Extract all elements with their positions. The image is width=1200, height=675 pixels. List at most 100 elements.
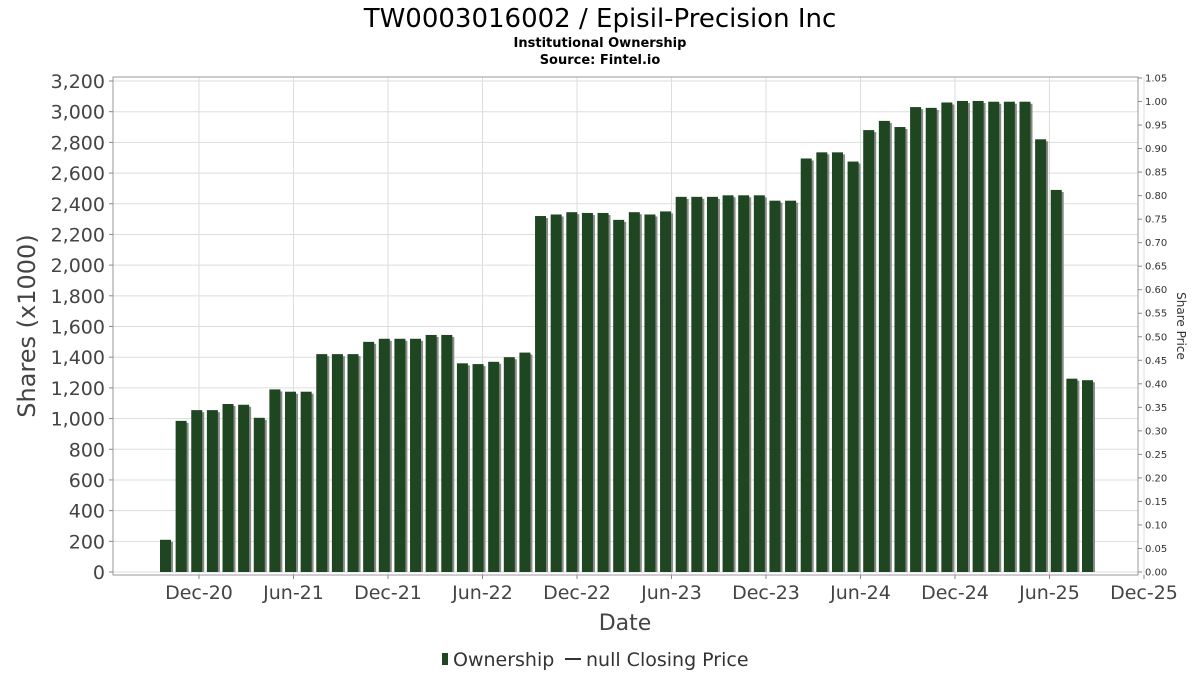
x-tick-label: Jun-24: [829, 582, 891, 604]
bar: [566, 212, 578, 572]
bar: [191, 410, 203, 572]
bars-group: [160, 100, 1095, 573]
bar: [675, 196, 687, 572]
y-axis-ticks: 0 200 400 600 800 1,000 1,200 1,400 1,600 1,800 2,…: [51, 71, 113, 584]
x-tick-label: Jun-25: [1018, 582, 1080, 604]
y2-tick-label: 0.65: [1145, 262, 1167, 273]
legend-ownership-label: Ownership: [453, 649, 554, 671]
bar: [816, 152, 828, 572]
bar: [769, 200, 781, 572]
bar: [472, 364, 484, 572]
bar: [800, 158, 812, 572]
y-tick-label: 2,400: [51, 194, 105, 216]
bar: [175, 420, 187, 572]
y-tick-label: 800: [69, 439, 105, 461]
bar: [238, 404, 250, 572]
y-tick-label: 2,600: [51, 163, 105, 185]
bar: [331, 354, 343, 572]
bar: [988, 101, 1000, 573]
x-tick-label: Jun-23: [640, 582, 702, 604]
bar: [613, 219, 625, 572]
bar: [706, 196, 718, 572]
bar: [285, 391, 297, 572]
y2-tick-label: 0.10: [1145, 520, 1167, 531]
y2-tick-label: 1.05: [1145, 74, 1167, 85]
y2-tick-label: 0.95: [1145, 121, 1167, 132]
bar: [831, 152, 843, 572]
bar: [378, 338, 390, 572]
bar: [441, 334, 453, 572]
bar: [1019, 101, 1031, 573]
bar: [644, 214, 656, 572]
bar: [456, 363, 468, 572]
bar: [753, 195, 765, 572]
legend-ownership-swatch: [442, 653, 448, 665]
bar: [878, 120, 890, 573]
bar: [519, 352, 531, 572]
y2-tick-label: 0.40: [1145, 379, 1167, 390]
y-tick-label: 1,400: [51, 347, 105, 369]
legend: Ownership null Closing Price: [442, 649, 749, 671]
bar: [503, 357, 515, 572]
bar: [972, 100, 984, 573]
bar: [410, 338, 422, 572]
y2-axis-label: Share Price: [1174, 292, 1188, 360]
bar: [488, 361, 500, 572]
bar: [925, 107, 937, 572]
y-tick-label: 2,000: [51, 255, 105, 277]
y-tick-label: 2,200: [51, 224, 105, 246]
bar: [425, 334, 437, 572]
y2-tick-label: 0.90: [1145, 144, 1167, 155]
y2-tick-label: 0.75: [1145, 215, 1167, 226]
x-tick-label: Dec-23: [732, 582, 800, 604]
y-tick-label: 600: [69, 470, 105, 492]
bar: [691, 196, 703, 572]
y2-tick-label: 0.55: [1145, 309, 1167, 320]
x-tick-label: Dec-20: [165, 582, 233, 604]
bar: [160, 539, 171, 572]
bar: [581, 212, 593, 573]
y-tick-label: 2,800: [51, 132, 105, 154]
x-tick-label: Dec-25: [1110, 582, 1178, 604]
chart-title: TW0003016002 / Episil-Precision Inc: [363, 4, 837, 34]
y2-tick-label: 0.50: [1145, 332, 1167, 343]
y2-tick-label: 0.60: [1145, 285, 1167, 296]
bar: [535, 216, 547, 572]
legend-price-label: null Closing Price: [586, 649, 749, 671]
y-tick-label: 400: [69, 501, 105, 523]
x-axis-ticks: Dec-20 Jun-21 Dec-21 Jun-22 Dec-22 Jun-23 Dec-…: [165, 575, 1178, 604]
y2-tick-label: 0.05: [1145, 544, 1167, 555]
y2-tick-label: 0.35: [1145, 403, 1167, 414]
bar: [1066, 378, 1078, 572]
y2-tick-label: 0.20: [1145, 473, 1167, 484]
x-tick-label: Dec-21: [354, 582, 422, 604]
bar: [910, 107, 922, 572]
y-tick-label: 1,800: [51, 286, 105, 308]
bar: [206, 410, 218, 572]
chart-source: Source: Fintel.io: [540, 53, 661, 68]
bar: [394, 338, 406, 572]
bar: [363, 341, 375, 572]
y2-tick-label: 0.45: [1145, 356, 1167, 367]
bar: [1035, 139, 1047, 572]
y-tick-label: 1,200: [51, 378, 105, 400]
y-tick-label: 3,200: [51, 71, 105, 93]
y-tick-label: 3,000: [51, 102, 105, 124]
x-tick-label: Dec-22: [543, 582, 611, 604]
bar: [550, 214, 562, 572]
x-tick-label: Jun-21: [262, 582, 324, 604]
bar: [1050, 189, 1062, 573]
bar: [722, 195, 734, 572]
y2-tick-label: 0.85: [1145, 168, 1167, 179]
bar: [785, 200, 797, 572]
bar: [597, 212, 609, 573]
y-axis-label: Shares (x1000): [13, 234, 41, 417]
y2-tick-label: 1.00: [1145, 97, 1167, 108]
bar: [894, 127, 906, 572]
bar: [300, 391, 312, 572]
x-axis-label: Date: [599, 611, 652, 636]
bar: [956, 100, 968, 573]
y-tick-label: 1,000: [51, 409, 105, 431]
bar: [1003, 101, 1015, 573]
